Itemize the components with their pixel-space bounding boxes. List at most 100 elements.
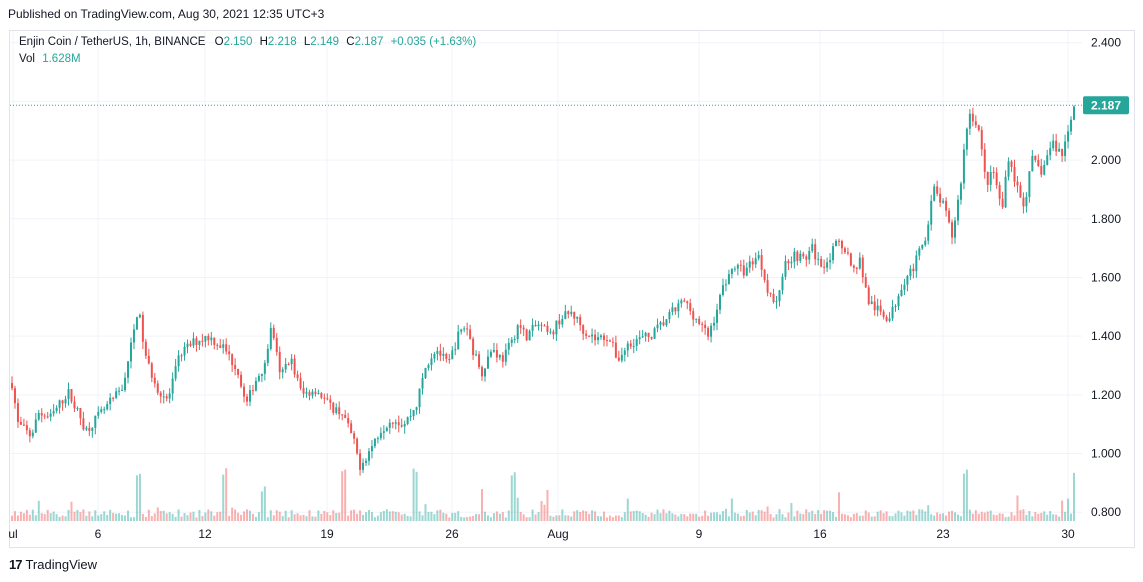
candle-body bbox=[138, 314, 141, 318]
candle-body bbox=[302, 388, 305, 394]
candle-body bbox=[951, 222, 954, 238]
candle-body bbox=[927, 224, 930, 241]
candle-body bbox=[507, 342, 510, 350]
candle-body bbox=[564, 311, 567, 319]
volume-bar bbox=[1046, 514, 1049, 521]
candle-body bbox=[338, 407, 341, 415]
candle-body bbox=[727, 274, 730, 285]
candle-body bbox=[811, 244, 814, 251]
candle-body bbox=[641, 336, 644, 338]
candle-body bbox=[177, 355, 180, 367]
volume-bar bbox=[659, 513, 662, 521]
candle-body bbox=[912, 268, 915, 272]
candle-body bbox=[112, 397, 115, 399]
volume-bar bbox=[281, 516, 284, 521]
candle-body bbox=[1061, 148, 1064, 157]
volume-bar bbox=[58, 516, 61, 521]
volume-bar bbox=[359, 510, 362, 521]
volume-bar bbox=[109, 509, 112, 521]
volume-bar bbox=[302, 514, 305, 521]
volume-bar bbox=[570, 516, 573, 521]
candle-body bbox=[983, 149, 986, 173]
volume-bar bbox=[67, 509, 70, 521]
volume-bar bbox=[620, 517, 623, 521]
volume-bar bbox=[64, 516, 67, 521]
candle-body bbox=[525, 329, 528, 341]
volume-bar bbox=[626, 498, 629, 521]
y-tick-label: 1.000 bbox=[1091, 447, 1121, 461]
candle-body bbox=[561, 318, 564, 325]
candle-body bbox=[704, 324, 707, 329]
volume-bar bbox=[665, 513, 668, 521]
candle-body bbox=[1028, 171, 1031, 197]
candle-body bbox=[73, 401, 76, 409]
candle-body bbox=[772, 293, 775, 302]
volume-bar bbox=[344, 469, 347, 521]
volume-bar bbox=[668, 510, 671, 521]
volume-bar bbox=[805, 509, 808, 521]
volume-bar bbox=[481, 488, 484, 521]
candle-body bbox=[162, 396, 165, 398]
volume-bar bbox=[165, 513, 168, 521]
volume-bar bbox=[183, 512, 186, 521]
candle-body bbox=[796, 251, 799, 261]
candle-body bbox=[1043, 164, 1046, 175]
volume-bar bbox=[662, 509, 665, 521]
volume-bar bbox=[486, 515, 489, 521]
candle-body bbox=[198, 340, 201, 345]
volume-bar bbox=[600, 516, 603, 521]
volume-bar bbox=[1001, 513, 1004, 521]
volume-bar bbox=[876, 511, 879, 521]
volume-bar bbox=[457, 511, 460, 521]
volume-bar bbox=[269, 510, 272, 521]
volume-bar bbox=[998, 513, 1001, 521]
candle-body bbox=[808, 250, 811, 260]
volume-bar bbox=[31, 509, 34, 521]
candle-body bbox=[959, 183, 962, 200]
candle-body bbox=[22, 424, 25, 426]
candle-body bbox=[644, 332, 647, 337]
candle-body bbox=[219, 345, 222, 348]
candle-body bbox=[793, 251, 796, 262]
candle-body bbox=[974, 121, 977, 126]
candle-body bbox=[406, 417, 409, 424]
candle-body bbox=[1019, 185, 1022, 198]
volume-bar bbox=[897, 510, 900, 521]
candle-body bbox=[433, 353, 436, 359]
volume-bar bbox=[463, 517, 466, 521]
volume-bar bbox=[835, 516, 838, 521]
candle-body bbox=[326, 398, 329, 400]
volume-bar bbox=[73, 511, 76, 521]
candle-body bbox=[716, 309, 719, 323]
volume-bar bbox=[939, 513, 942, 521]
candle-body bbox=[469, 329, 472, 339]
published-text: Published on TradingView.com, Aug 30, 20… bbox=[8, 7, 325, 21]
candle-body bbox=[49, 413, 52, 417]
volume-bar bbox=[308, 510, 311, 521]
volume-bar bbox=[356, 513, 359, 521]
volume-bar bbox=[454, 512, 457, 521]
candle-body bbox=[275, 338, 278, 353]
candle-body bbox=[570, 311, 573, 315]
volume-bar bbox=[112, 512, 115, 521]
candle-body bbox=[82, 418, 85, 430]
candle-body bbox=[64, 399, 67, 404]
volume-bar bbox=[686, 516, 689, 521]
tradingview-logo[interactable]: 17 TradingView bbox=[9, 557, 97, 572]
candle-body bbox=[418, 388, 421, 408]
volume-bar bbox=[635, 510, 638, 521]
candle-body bbox=[751, 261, 754, 265]
volume-bar bbox=[379, 512, 382, 521]
volume-bar bbox=[323, 510, 326, 521]
volume-bar bbox=[1064, 511, 1067, 521]
candle-body bbox=[1055, 140, 1058, 152]
volume-bar bbox=[1019, 510, 1022, 521]
candle-body bbox=[189, 343, 192, 346]
candle-body bbox=[903, 284, 906, 290]
candle-body bbox=[954, 220, 957, 238]
candle-body bbox=[284, 363, 287, 370]
candle-body bbox=[683, 300, 686, 302]
candle-body bbox=[775, 301, 778, 303]
volume-bar bbox=[1058, 516, 1061, 521]
